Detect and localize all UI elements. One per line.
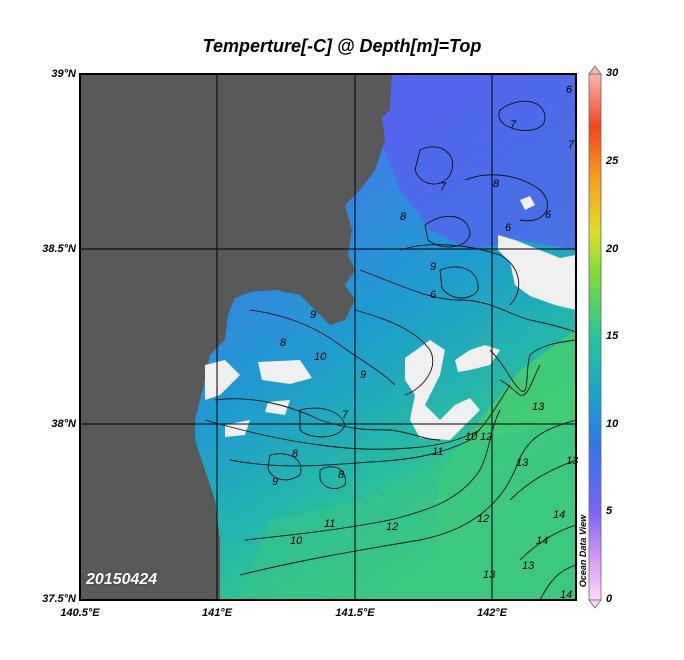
contour-value-label: 7 bbox=[440, 181, 447, 193]
contour-value-label: 7 bbox=[568, 139, 575, 151]
contour-value-label: 14 bbox=[560, 589, 572, 601]
contour-value-label: 6 bbox=[545, 209, 552, 221]
contour-value-label: 12 bbox=[477, 513, 489, 525]
contour-value-label: 8 bbox=[338, 469, 345, 481]
lon-tick-label: 141.5°E bbox=[335, 607, 375, 619]
contour-value-label: 13 bbox=[566, 455, 579, 467]
contour-value-label: 6 bbox=[505, 222, 512, 234]
contour-value-label: 8 bbox=[292, 448, 299, 460]
lon-tick-label: 141°E bbox=[201, 607, 233, 619]
date-label: 20150424 bbox=[86, 571, 158, 588]
colorbar-bottom-arrow bbox=[588, 599, 602, 609]
contour-lines bbox=[204, 100, 576, 600]
contour-value-label: 9 bbox=[430, 261, 436, 273]
lat-tick-label: 38°N bbox=[51, 418, 76, 430]
map-title: Temperture[-C] @ Depth[m]=Top bbox=[202, 36, 482, 56]
contour-value-label: 6 bbox=[430, 289, 437, 301]
lat-tick-label: 39°N bbox=[51, 68, 76, 80]
contour-value-label: 13 bbox=[483, 569, 496, 581]
colorbar-tick-label: 20 bbox=[606, 243, 619, 255]
contour-value-label: 11 bbox=[324, 518, 335, 530]
colorbar-tick-label: 30 bbox=[606, 67, 619, 79]
colorbar-gradient bbox=[588, 73, 602, 601]
colorbar-tick-label: 5 bbox=[606, 505, 613, 517]
lat-tick-label: 37.5°N bbox=[42, 593, 76, 605]
contour-value-label: 8 bbox=[280, 337, 287, 349]
contour-value-label: 12 bbox=[386, 521, 398, 533]
colorbar-tick-label: 10 bbox=[606, 418, 619, 430]
colorbar-top-arrow bbox=[588, 65, 602, 75]
graticule bbox=[80, 74, 576, 600]
contour-value-label: 10 bbox=[290, 535, 303, 547]
contour-value-label: 7 bbox=[510, 119, 517, 131]
contour-value-label: 14 bbox=[553, 509, 565, 521]
contour-value-label: 9 bbox=[310, 309, 316, 321]
contour-value-label: 14 bbox=[536, 535, 548, 547]
lon-tick-label: 142°E bbox=[476, 607, 508, 619]
contour-value-label: 6 bbox=[566, 84, 573, 96]
contour-value-label: 9 bbox=[272, 476, 278, 488]
contour-value-label: 13 bbox=[516, 457, 529, 469]
contour-value-label: 7 bbox=[342, 409, 349, 421]
contour-value-label: 10 bbox=[465, 431, 478, 443]
contour-value-label: 8 bbox=[493, 178, 500, 190]
contour-value-label: 13 bbox=[522, 560, 535, 572]
land-mass bbox=[80, 74, 392, 600]
lon-tick-label: 140.5°E bbox=[60, 607, 100, 619]
colorbar bbox=[588, 65, 602, 609]
software-label: Ocean Data View bbox=[578, 514, 588, 588]
colorbar-tick-label: 25 bbox=[606, 155, 619, 167]
lat-tick-label: 38.5°N bbox=[42, 243, 76, 255]
contour-value-label: 9 bbox=[360, 369, 366, 381]
contour-value-label: 13 bbox=[532, 401, 545, 413]
contour-value-label: 11 bbox=[432, 446, 443, 458]
map-frame bbox=[79, 73, 577, 601]
colorbar-tick-label: 15 bbox=[606, 330, 619, 342]
colorbar-tick-label: 0 bbox=[606, 593, 613, 605]
contour-value-label: 10 bbox=[314, 351, 327, 363]
contour-value-label: 12 bbox=[480, 431, 492, 443]
contour-value-label: 8 bbox=[400, 211, 407, 223]
